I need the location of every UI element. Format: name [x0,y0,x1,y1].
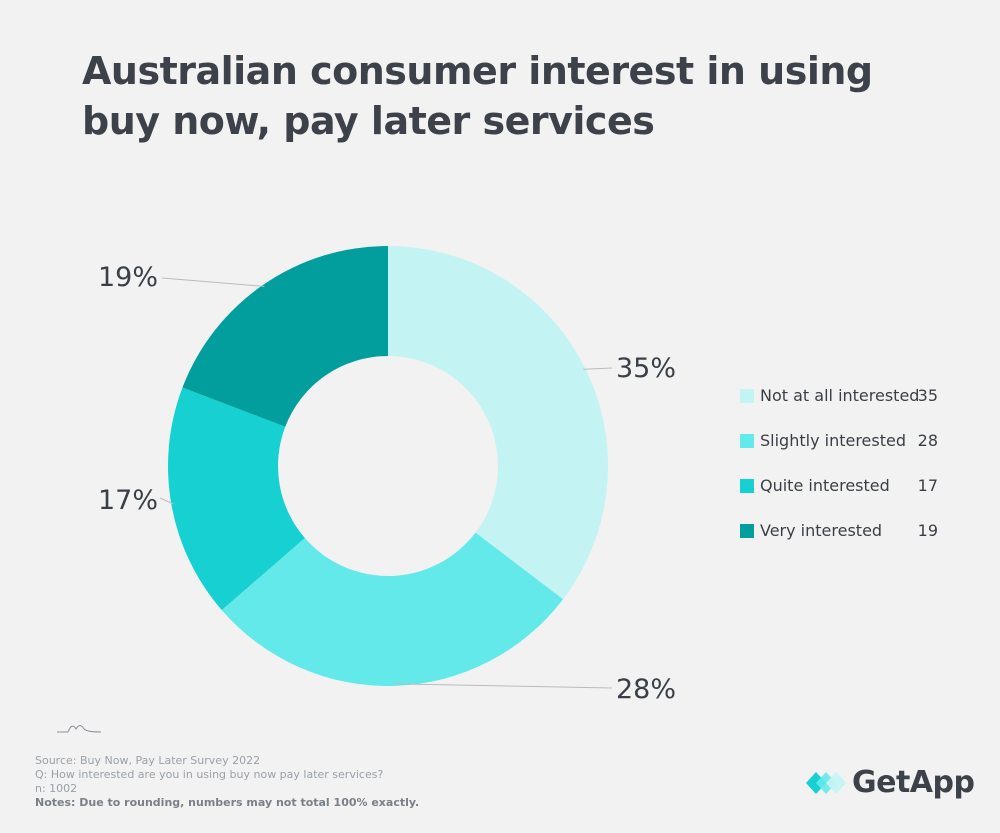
legend-item: Very interested 19 [740,519,950,564]
donut-slices [167,246,608,686]
source-text: Source: Buy Now, Pay Later Survey 2022 [35,754,261,767]
legend-swatch [740,434,754,448]
legend-label: Very interested [760,521,883,540]
legend-item: Quite interested 17 [740,474,950,519]
percentage-labels: 35% 28% 17% 19% [98,262,676,705]
legend-label: Not at all interested [760,386,920,405]
legend-value: 35 [917,386,938,405]
legend-value: 28 [917,431,938,450]
legend-swatch [740,389,754,403]
legend-label: Slightly interested [760,431,906,450]
leader-line [161,277,265,287]
donut-slice-not-at-all-interested [388,246,608,600]
donut-slice-slightly-interested [221,532,564,686]
chart-title: Australian consumer interest in using bu… [82,49,873,143]
leader-lines [159,277,613,689]
legend-swatch [740,524,754,538]
percentage-label: 19% [98,262,158,293]
leader-line [583,367,613,370]
legend-value: 19 [917,521,938,540]
legend: Not at all interested 35 Slightly interest… [740,384,950,564]
leader-line [159,497,174,505]
legend-swatch [740,479,754,493]
getapp-logo-icon [806,772,846,794]
sample-size-text: n: 1002 [35,782,78,795]
legend-value: 17 [917,476,938,495]
donut-slice-quite-interested [167,387,305,611]
getapp-logo-text: GetApp [852,765,975,800]
percentage-label: 35% [616,353,676,384]
legend-label: Quite interested [760,476,890,495]
question-text: Q: How interested are you in using buy n… [35,768,384,781]
percentage-label: 17% [98,485,158,516]
footer-notes: Source: Buy Now, Pay Later Survey 2022 Q… [35,754,419,810]
percentage-label: 28% [616,674,676,705]
legend-item: Not at all interested 35 [740,384,950,429]
notes-text: Notes: Due to rounding, numbers may not … [35,796,420,809]
legend-item: Slightly interested 28 [740,429,950,474]
donut-slice-very-interested [182,246,388,427]
mountain-line-icon [57,725,102,733]
leader-line [394,683,613,689]
